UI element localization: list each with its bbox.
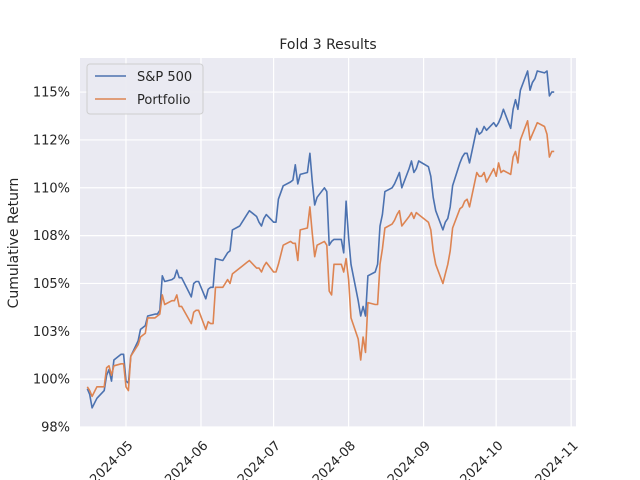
legend-label-portfolio: Portfolio (137, 93, 191, 108)
y-tick-label: 108% (33, 229, 70, 244)
plot-area (80, 58, 576, 427)
y-tick-label: 105% (33, 277, 70, 292)
y-tick-labels: 98% 100% 103% 105% 108% 110% 112% 115% (33, 86, 70, 436)
series-lines (86, 70, 555, 409)
y-tick-label: 103% (33, 325, 70, 340)
series-line-s-p-500 (86, 70, 555, 409)
y-tick-label: 115% (33, 86, 70, 101)
legend-label-sp500: S&P 500 (137, 70, 192, 85)
chart-title: Fold 3 Results (279, 37, 376, 53)
y-tick-label: 112% (33, 133, 70, 148)
y-axis-label: Cumulative Return (6, 178, 22, 309)
y-tick-label: 98% (41, 421, 70, 436)
series-line-portfolio (86, 120, 555, 398)
legend: S&P 500 Portfolio (86, 63, 204, 115)
y-tick-label: 110% (33, 181, 70, 196)
y-tick-label: 100% (33, 373, 70, 388)
